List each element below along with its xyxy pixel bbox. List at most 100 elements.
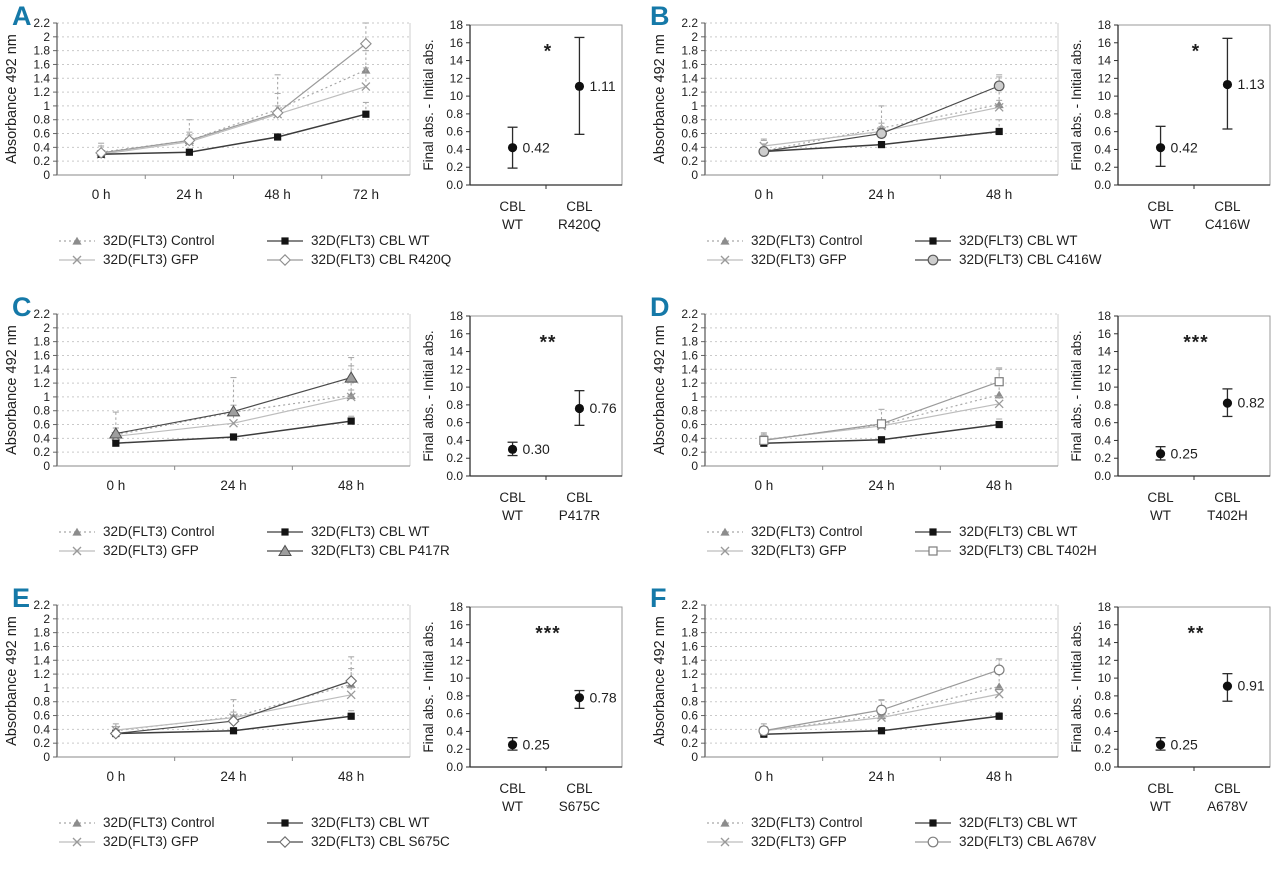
square-marker-icon xyxy=(877,727,886,735)
series-line xyxy=(101,69,367,153)
legend-item: 32D(FLT3) CBL S675C xyxy=(266,834,492,850)
charts-row: 0 0.2 0.4 0.6 0.8 1 1.2 1.4 1.6 1.8 2 2.2 0 h 24 h 48 … xyxy=(630,291,1280,577)
x-category-label: 0 h xyxy=(92,187,111,202)
y-tick-label: 12 xyxy=(450,653,464,667)
square-marker-icon xyxy=(995,712,1003,720)
legend-marker-icon xyxy=(707,236,743,245)
y-tick-label: 0 xyxy=(691,750,698,764)
x-marker-icon xyxy=(361,82,371,92)
x-marker-icon xyxy=(994,399,1004,409)
legend-marker-icon xyxy=(915,836,951,848)
y-tick-label: 2.2 xyxy=(681,307,698,321)
legend-item: 32D(FLT3) CBL WT xyxy=(914,815,1140,831)
legend-label: 32D(FLT3) Control xyxy=(103,524,215,539)
circle-marker-icon xyxy=(876,704,887,716)
square-marker-icon xyxy=(877,141,886,149)
data-point xyxy=(574,693,585,703)
point-category-label: WT xyxy=(502,508,523,523)
significance-stars: ** xyxy=(1188,624,1205,645)
y-tick-label: 12 xyxy=(450,362,464,376)
y-tick-label: 16 xyxy=(450,327,464,341)
y-tick-label: 1 xyxy=(43,390,50,404)
legend-label: 32D(FLT3) GFP xyxy=(751,252,847,267)
legend-label: 32D(FLT3) CBL WT xyxy=(311,233,430,248)
y-tick-label: 1.4 xyxy=(681,362,698,376)
y-tick-label: 0.4 xyxy=(681,140,698,154)
diamond-marker-icon xyxy=(279,254,291,266)
y-tick-label: 0.2 xyxy=(33,154,50,168)
data-point xyxy=(1222,79,1233,90)
legend-label: 32D(FLT3) CBL P417R xyxy=(311,543,450,558)
square-marker-icon xyxy=(281,819,289,827)
y-axis-title: Final abs. - Initial abs. xyxy=(421,330,436,461)
legend-label: 32D(FLT3) CBL S675C xyxy=(311,834,450,849)
legend-marker-icon xyxy=(59,255,95,265)
y-tick-label: 12 xyxy=(1098,71,1112,85)
legend-marker-icon xyxy=(267,544,303,556)
charts-row: 0 0.2 0.4 0.6 0.8 1 1.2 1.4 1.6 1.8 2 2.2 0 h 24 h 48 … xyxy=(0,582,630,868)
y-tick-label: 1.8 xyxy=(681,626,698,640)
y-tick-label: 0.8 xyxy=(681,404,698,418)
line-chart-block: 0 0.2 0.4 0.6 0.8 1 1.2 1.4 1.6 1.8 2 2.2 0 h 24 h 48 … xyxy=(0,13,451,286)
y-tick-label: 16 xyxy=(1098,327,1112,341)
triangle-marker-icon xyxy=(278,544,292,556)
legend-label: 32D(FLT3) Control xyxy=(751,524,863,539)
y-tick-label: 10 xyxy=(1098,89,1112,103)
y-axis-title: Final abs. - Initial abs. xyxy=(421,39,436,170)
charts-row: 0 0.2 0.4 0.6 0.8 1 1.2 1.4 1.6 1.8 2 2.2 0 h 24 h 48 … xyxy=(630,582,1280,868)
x-marker-icon xyxy=(72,837,82,847)
circle-marker-icon xyxy=(758,725,770,737)
line-chart-block: 0 0.2 0.4 0.6 0.8 1 1.2 1.4 1.6 1.8 2 2.2 0 h 24 h 48 … xyxy=(0,304,450,577)
square-marker-icon xyxy=(347,712,355,720)
panel-letter: F xyxy=(650,583,667,613)
y-tick-label: 0.4 xyxy=(1094,724,1111,738)
square-marker-icon xyxy=(229,727,238,735)
y-tick-label: 0.0 xyxy=(1094,760,1111,774)
y-tick-label: 14 xyxy=(1098,345,1112,359)
legend: 32D(FLT3) Control 32D(FLT3) CBL WT 32D(FLT… xyxy=(0,815,450,850)
data-point xyxy=(1222,398,1233,408)
x-category-label: 48 h xyxy=(338,478,364,493)
y-tick-label: 0 xyxy=(43,459,50,473)
x-marker-icon xyxy=(994,102,1004,112)
y-tick-label: 18 xyxy=(1098,600,1112,614)
legend-marker-icon xyxy=(59,837,95,847)
point-category-label: WT xyxy=(502,217,523,232)
x-marker-icon xyxy=(72,255,82,265)
point-category-label: WT xyxy=(1150,217,1171,232)
series-line xyxy=(101,43,367,154)
y-tick-label: 1.8 xyxy=(33,626,50,640)
data-point xyxy=(1155,740,1166,750)
triangle-marker-icon xyxy=(72,527,82,536)
y-tick-label: 0.4 xyxy=(446,142,463,156)
y-tick-label: 2.2 xyxy=(681,598,698,612)
legend-item: 32D(FLT3) Control xyxy=(706,524,914,540)
legend-marker-icon xyxy=(707,818,743,827)
legend-item: 32D(FLT3) Control xyxy=(58,524,266,540)
value-label: 0.76 xyxy=(589,400,616,416)
square-marker-icon xyxy=(995,420,1003,429)
y-tick-label: 2 xyxy=(691,612,698,626)
triangle-marker-icon xyxy=(72,236,82,245)
y-tick-label: 0.2 xyxy=(446,451,463,465)
y-tick-label: 0.2 xyxy=(33,736,50,750)
legend-label: 32D(FLT3) CBL C416W xyxy=(959,252,1102,267)
y-tick-label: 2.2 xyxy=(33,598,50,612)
triangle-marker-icon xyxy=(344,371,359,383)
triangle-marker-icon xyxy=(720,236,730,245)
legend-marker-icon xyxy=(267,528,303,536)
legend-item: 32D(FLT3) CBL A678V xyxy=(914,834,1140,850)
y-tick-label: 10 xyxy=(1098,380,1112,394)
y-tick-label: 14 xyxy=(1098,636,1112,650)
y-tick-label: 1 xyxy=(43,681,50,695)
y-tick-label: 0 xyxy=(691,459,698,473)
y-axis-title: Final abs. - Initial abs. xyxy=(1069,621,1084,752)
square-marker-icon xyxy=(995,127,1003,136)
y-tick-label: 0.8 xyxy=(1094,689,1111,703)
legend-item: 32D(FLT3) CBL C416W xyxy=(914,252,1140,268)
x-category-label: 48 h xyxy=(264,187,290,202)
y-tick-label: 0.2 xyxy=(681,736,698,750)
